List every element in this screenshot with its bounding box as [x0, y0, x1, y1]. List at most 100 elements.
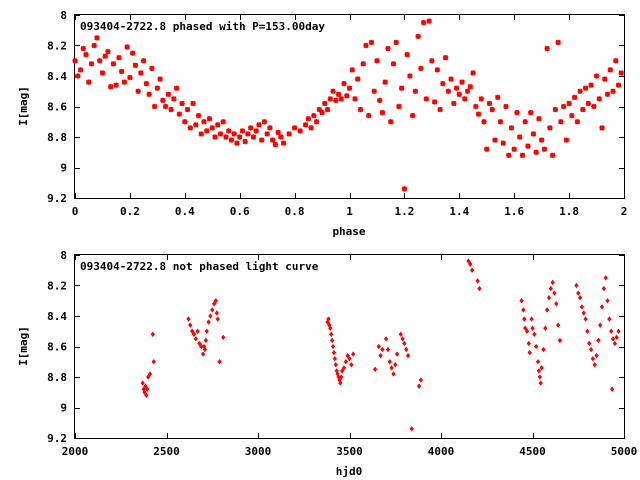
data-point	[390, 61, 397, 67]
data-point	[530, 131, 537, 137]
data-point	[511, 146, 517, 152]
data-point	[77, 67, 84, 73]
data-point	[195, 113, 202, 119]
data-point	[402, 340, 407, 347]
data-point	[191, 331, 197, 337]
unphased-y-axis-label: I[mag]	[17, 326, 30, 366]
data-point	[404, 346, 409, 353]
data-point	[526, 340, 531, 347]
data-point	[217, 359, 222, 365]
data-point	[616, 328, 621, 334]
data-point	[202, 346, 208, 353]
data-point	[234, 140, 240, 146]
data-point	[313, 119, 320, 125]
phased-light-curve-panel: 0 0.2 0.4 0.6 0.8 1 1.2 1.4 1.6 1.8 2 8 8.2 8.4 8.6 8.8…	[17, 9, 627, 238]
data-point	[214, 310, 219, 316]
data-point	[201, 119, 207, 125]
data-point	[527, 349, 532, 356]
data-point	[200, 351, 206, 357]
data-point	[599, 125, 605, 131]
data-point	[335, 91, 342, 97]
unphased-ticks: 2000 2500 3000 3500 4000 4500 5000 8 8.2 8.4 8.6 8.…	[47, 249, 637, 458]
data-point	[275, 129, 281, 136]
data-point	[477, 285, 482, 292]
data-point	[245, 131, 251, 137]
data-point	[469, 267, 475, 273]
data-point	[571, 94, 578, 100]
data-point	[400, 336, 405, 342]
phased-y-tick-label: 8	[60, 9, 67, 22]
unphased-y-tick-label: 8.8	[47, 371, 67, 384]
data-point	[324, 106, 331, 113]
unphased-x-tick-label: 2500	[153, 445, 180, 458]
data-point	[228, 137, 235, 143]
data-point	[389, 365, 394, 371]
data-point	[259, 137, 265, 143]
data-point	[577, 88, 583, 94]
data-point	[599, 304, 605, 310]
data-point	[412, 88, 419, 94]
data-point	[574, 282, 579, 289]
data-point	[613, 58, 619, 64]
data-point	[554, 301, 559, 307]
data-point	[429, 58, 435, 64]
data-point	[368, 39, 375, 46]
data-point	[532, 331, 537, 337]
data-point	[594, 352, 599, 359]
data-point	[468, 261, 473, 267]
phased-y-tick-label: 9	[60, 162, 67, 175]
data-point	[534, 343, 539, 350]
data-point	[206, 116, 213, 122]
data-point	[383, 336, 389, 342]
data-point	[462, 96, 468, 102]
data-point	[193, 122, 199, 128]
data-point	[579, 304, 585, 310]
data-point	[357, 106, 364, 113]
data-point	[399, 85, 405, 91]
data-point	[220, 119, 226, 125]
data-point	[110, 61, 117, 67]
data-point	[591, 103, 597, 110]
data-point	[264, 131, 270, 137]
data-point	[536, 368, 542, 374]
data-point	[329, 337, 335, 344]
data-point	[286, 131, 292, 137]
data-point	[523, 325, 528, 331]
data-point	[396, 103, 402, 110]
data-point	[97, 58, 103, 64]
data-point	[215, 122, 221, 128]
data-point	[387, 359, 392, 365]
data-point	[378, 352, 383, 359]
data-point	[377, 97, 383, 104]
data-point	[555, 322, 561, 328]
data-point	[151, 103, 158, 110]
data-point	[489, 106, 495, 113]
data-point	[423, 96, 430, 102]
data-point	[587, 340, 592, 347]
data-point	[467, 84, 473, 90]
data-point	[464, 88, 471, 94]
data-point	[140, 380, 145, 386]
data-point	[147, 371, 153, 377]
data-point	[508, 125, 515, 131]
phased-ticks: 0 0.2 0.4 0.6 0.8 1 1.2 1.4 1.6 1.8 2 8 8.2 8.4 8.6 8.8…	[47, 9, 627, 218]
data-point	[615, 82, 622, 88]
data-point	[544, 307, 550, 313]
phased-points	[72, 18, 624, 192]
data-point	[333, 97, 339, 104]
data-point	[204, 128, 210, 134]
unphased-y-tick-label: 8.4	[47, 310, 67, 323]
data-point	[560, 103, 567, 110]
data-point	[517, 134, 523, 140]
data-point	[355, 76, 361, 82]
phased-y-tick-label: 8.8	[47, 131, 67, 144]
data-point	[157, 76, 163, 82]
data-point	[291, 125, 298, 131]
data-point	[497, 119, 504, 125]
data-point	[388, 119, 394, 125]
data-point	[541, 146, 548, 152]
data-point	[132, 62, 139, 68]
data-point	[470, 70, 476, 76]
data-point	[349, 67, 355, 73]
